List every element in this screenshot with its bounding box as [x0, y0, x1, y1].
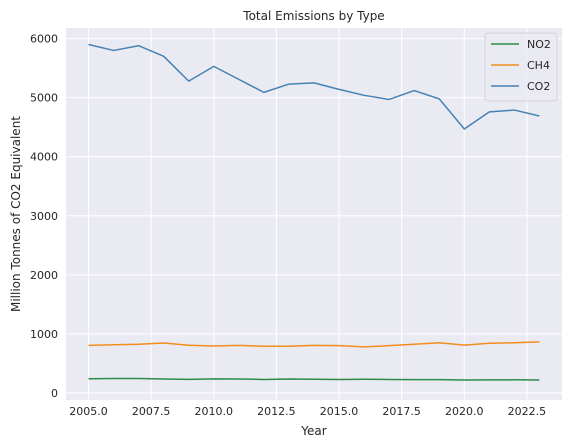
legend-box: [484, 32, 558, 102]
y-axis-ticks: 0 1000 2000 3000 4000 5000 6000: [30, 33, 58, 400]
series-line-no2: [88, 377, 540, 381]
x-tick-label: 2010.0: [195, 405, 234, 418]
legend-label-ch4: CH4: [527, 59, 550, 72]
series-line-ch4: [88, 341, 540, 348]
legend-label-no2: NO2: [527, 38, 551, 51]
x-axis-label: Year: [300, 424, 326, 438]
y-tick-label: 5000: [30, 92, 58, 105]
y-tick-label: 0: [51, 387, 58, 400]
x-tick-label: 2020.0: [445, 405, 484, 418]
x-tick-label: 2022.5: [508, 405, 547, 418]
x-tick-label: 2017.5: [382, 405, 421, 418]
series-line-co2: [88, 43, 540, 130]
series-lines: [88, 43, 540, 381]
y-tick-label: 6000: [30, 33, 58, 46]
legend: NO2 CH4 CO2: [484, 32, 558, 102]
y-axis-label: Million Tonnes of CO2 Equivalent: [9, 116, 23, 312]
x-tick-label: 2007.5: [132, 405, 171, 418]
y-tick-label: 4000: [30, 151, 58, 164]
legend-label-co2: CO2: [527, 80, 550, 93]
y-tick-label: 2000: [30, 269, 58, 282]
y-tick-label: 1000: [30, 328, 58, 341]
x-axis-ticks: 2005.0 2007.5 2010.0 2012.5 2015.0 2017.5 2020…: [69, 405, 546, 418]
chart-title: Total Emissions by Type: [242, 9, 384, 23]
y-tick-label: 3000: [30, 210, 58, 223]
x-tick-label: 2012.5: [257, 405, 296, 418]
plot-background: [66, 28, 562, 400]
x-tick-label: 2005.0: [69, 405, 108, 418]
x-tick-label: 2015.0: [320, 405, 359, 418]
